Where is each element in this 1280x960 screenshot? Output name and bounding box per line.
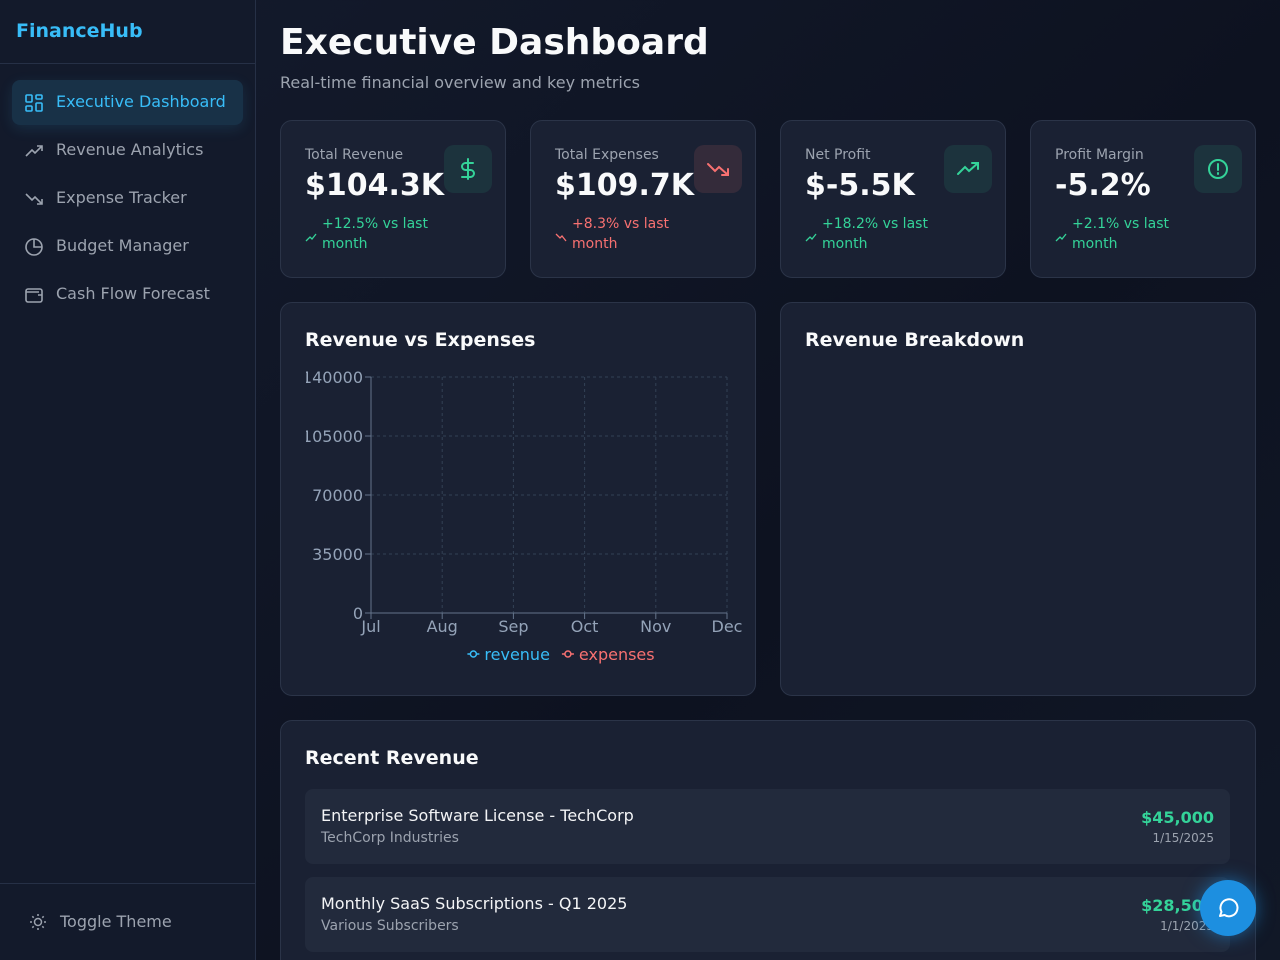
sidebar: FinanceHub Executive Dashboard Revenue A…	[0, 0, 256, 960]
stat-value: -5.2%	[1055, 168, 1151, 203]
item-title: Enterprise Software License - TechCorp	[321, 806, 634, 825]
item-amount: $45,000	[1141, 808, 1214, 827]
legend-label: expenses	[579, 645, 655, 664]
stat-change: +12.5% vs last month	[322, 216, 428, 252]
chart: 0 35000 70000 105000 140000 Jul Aug Sep Oct Nov D…	[302, 368, 743, 664]
stat-label: Profit Margin	[1055, 147, 1144, 163]
x-tick-label: Jul	[360, 617, 380, 636]
separator	[0, 63, 255, 64]
stat-label: Net Profit	[805, 147, 871, 163]
panel-title: Revenue Breakdown	[805, 329, 1025, 351]
nav-label: Revenue Analytics	[56, 140, 204, 159]
trend-icon	[1055, 228, 1067, 247]
item-amount: $28,500	[1141, 896, 1214, 915]
stat-icon	[694, 145, 742, 193]
stat-icon	[444, 145, 492, 193]
separator	[0, 883, 255, 884]
item-source: TechCorp Industries	[321, 830, 459, 846]
stat-card: Net Profit $-5.5K +18.2% vs last month	[780, 120, 1006, 278]
y-tick-label: 35000	[312, 545, 363, 564]
nav-item[interactable]: Expense Tracker	[12, 176, 243, 221]
legend-label: revenue	[484, 645, 550, 664]
revenue-item[interactable]: Enterprise Software License - TechCorp Te…	[305, 789, 1230, 864]
x-tick-label: Oct	[571, 617, 599, 636]
y-tick-label: 105000	[302, 427, 363, 446]
nav-label: Cash Flow Forecast	[56, 284, 210, 303]
breakdown-panel: Revenue Breakdown	[780, 302, 1256, 696]
item-title: Monthly SaaS Subscriptions - Q1 2025	[321, 894, 628, 913]
legend: revenue expenses	[467, 645, 655, 664]
stat-value: $109.7K	[555, 168, 695, 203]
y-tick-label: 140000	[302, 368, 363, 387]
stat-change: +2.1% vs last month	[1072, 216, 1170, 252]
stat-change: +8.3% vs last month	[572, 216, 670, 252]
page-subtitle: Real-time financial overview and key met…	[280, 73, 640, 92]
item-source: Various Subscribers	[321, 918, 459, 934]
legend-item: revenue	[467, 645, 550, 664]
y-tick-label: 0	[353, 604, 363, 623]
nav-item[interactable]: Budget Manager	[12, 224, 243, 269]
stat-value: $104.3K	[305, 168, 445, 203]
page-title: Executive Dashboard	[280, 22, 709, 63]
x-tick-label: Aug	[427, 617, 458, 636]
brand[interactable]: FinanceHub	[16, 20, 143, 42]
legend-swatch	[469, 650, 478, 658]
nav-item[interactable]: Cash Flow Forecast	[12, 272, 243, 317]
x-tick-label: Sep	[498, 617, 528, 636]
x-tick-label: Nov	[640, 617, 671, 636]
legend-swatch	[564, 650, 572, 658]
item-date: 1/1/2025	[1160, 919, 1214, 933]
stat-label: Total Revenue	[305, 147, 404, 163]
theme-label: Toggle Theme	[60, 912, 172, 931]
stat-icon	[944, 145, 992, 193]
panel-title: Revenue vs Expenses	[305, 329, 536, 351]
revenue-item[interactable]: Monthly SaaS Subscriptions - Q1 2025 Vari…	[305, 877, 1230, 952]
trend-icon	[555, 228, 567, 247]
chat-button[interactable]	[1200, 880, 1256, 936]
nav-item[interactable]: Revenue Analytics	[12, 128, 243, 173]
chart-panel: Revenue vs Expenses 0 35000 70000 105000 140…	[280, 302, 756, 696]
trend-icon	[805, 228, 817, 247]
stat-card: Total Revenue $104.3K +12.5% vs last month	[280, 120, 506, 278]
stat-card: Profit Margin -5.2% +2.1% vs last month	[1030, 120, 1256, 278]
nav-label: Budget Manager	[56, 236, 189, 255]
theme-toggle[interactable]: Toggle Theme	[28, 911, 228, 933]
nav-item[interactable]: Executive Dashboard	[12, 80, 243, 125]
stat-icon	[1194, 145, 1242, 193]
legend-item: expenses	[561, 645, 655, 664]
trend-icon	[305, 228, 317, 247]
stat-value: $-5.5K	[805, 168, 915, 203]
stat-label: Total Expenses	[555, 147, 659, 163]
stat-change: +18.2% vs last month	[822, 216, 928, 252]
stat-card: Total Expenses $109.7K +8.3% vs last month	[530, 120, 756, 278]
nav-label: Executive Dashboard	[56, 92, 226, 111]
item-date: 1/15/2025	[1152, 831, 1214, 845]
x-tick-label: Dec	[712, 617, 743, 636]
panel-title: Recent Revenue	[305, 747, 479, 769]
y-tick-label: 70000	[312, 486, 363, 505]
nav-label: Expense Tracker	[56, 188, 187, 207]
